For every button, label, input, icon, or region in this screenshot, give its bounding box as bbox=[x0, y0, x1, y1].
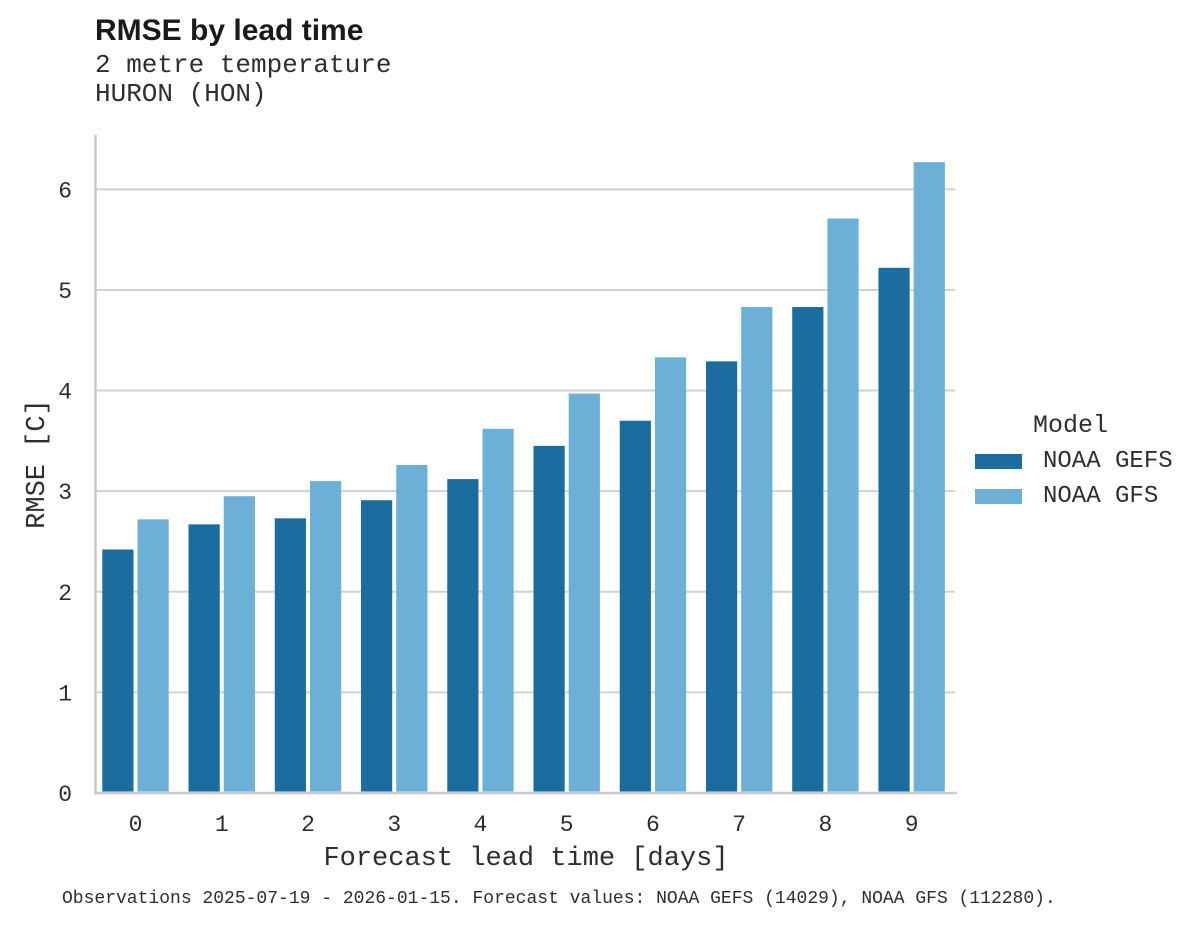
bar-noaa-gfs-lead-2 bbox=[309, 481, 342, 792]
y-tick-label-4: 4 bbox=[58, 380, 72, 406]
x-tick-label-0: 0 bbox=[129, 812, 143, 838]
chart-subtitle-station: HURON (HON) bbox=[95, 79, 267, 109]
observations-footnote: Observations 2025-07-19 - 2026-01-15. Fo… bbox=[62, 889, 1056, 909]
legend: Model NOAA GEFS NOAA GFS bbox=[975, 411, 1190, 524]
bar-noaa-gefs-lead-5 bbox=[533, 445, 565, 792]
chart-subtitle-variable: 2 metre temperature bbox=[95, 50, 392, 80]
bar-noaa-gefs-lead-0 bbox=[102, 549, 134, 792]
x-tick-label-4: 4 bbox=[474, 812, 488, 838]
gfs-color-swatch-icon bbox=[975, 489, 1022, 504]
y-axis-title: RMSE [C] bbox=[23, 399, 53, 529]
bar-noaa-gefs-lead-4 bbox=[447, 479, 479, 792]
y-tick-label-6: 6 bbox=[58, 178, 72, 204]
x-tick-label-9: 9 bbox=[905, 812, 919, 838]
x-axis-title: Forecast lead time [days] bbox=[323, 844, 729, 874]
bar-noaa-gefs-lead-6 bbox=[619, 420, 651, 792]
legend-label-gfs: NOAA GFS bbox=[1043, 483, 1159, 510]
x-tick-label-6: 6 bbox=[646, 812, 660, 838]
bar-noaa-gefs-lead-9 bbox=[878, 267, 910, 792]
x-tick-label-1: 1 bbox=[215, 812, 229, 838]
chart-title: RMSE by lead time bbox=[95, 14, 364, 47]
bar-noaa-gfs-lead-0 bbox=[137, 519, 169, 792]
bar-noaa-gefs-lead-1 bbox=[188, 524, 220, 792]
y-tick-label-5: 5 bbox=[58, 279, 72, 305]
bar-noaa-gfs-lead-1 bbox=[223, 496, 255, 792]
y-tick-label-0: 0 bbox=[58, 782, 72, 808]
bar-noaa-gefs-lead-8 bbox=[792, 307, 824, 792]
y-tick-label-2: 2 bbox=[58, 581, 72, 607]
bar-noaa-gfs-lead-6 bbox=[654, 357, 687, 792]
bar-noaa-gfs-lead-5 bbox=[568, 393, 600, 792]
legend-label-gefs: NOAA GEFS bbox=[1043, 448, 1173, 475]
x-tick-label-8: 8 bbox=[819, 812, 833, 838]
x-tick-label-7: 7 bbox=[732, 812, 746, 838]
bar-noaa-gfs-lead-4 bbox=[482, 428, 514, 792]
legend-title: Model bbox=[1033, 411, 1109, 440]
y-tick-label-1: 1 bbox=[58, 681, 72, 707]
bar-noaa-gfs-lead-3 bbox=[396, 465, 428, 792]
bar-noaa-gfs-lead-9 bbox=[913, 162, 945, 792]
bar-noaa-gefs-lead-3 bbox=[361, 500, 393, 792]
legend-item-noaa-gefs: NOAA GEFS bbox=[975, 448, 1190, 475]
bar-noaa-gfs-lead-7 bbox=[741, 307, 773, 792]
gefs-color-swatch-icon bbox=[975, 454, 1022, 469]
x-tick-label-5: 5 bbox=[560, 812, 574, 838]
x-tick-label-2: 2 bbox=[301, 812, 315, 838]
bar-noaa-gefs-lead-2 bbox=[274, 518, 306, 792]
bar-noaa-gefs-lead-7 bbox=[705, 361, 738, 792]
y-tick-label-3: 3 bbox=[58, 480, 72, 506]
x-tick-label-3: 3 bbox=[387, 812, 401, 838]
legend-item-noaa-gfs: NOAA GFS bbox=[975, 483, 1190, 510]
bar-noaa-gfs-lead-8 bbox=[827, 218, 859, 792]
